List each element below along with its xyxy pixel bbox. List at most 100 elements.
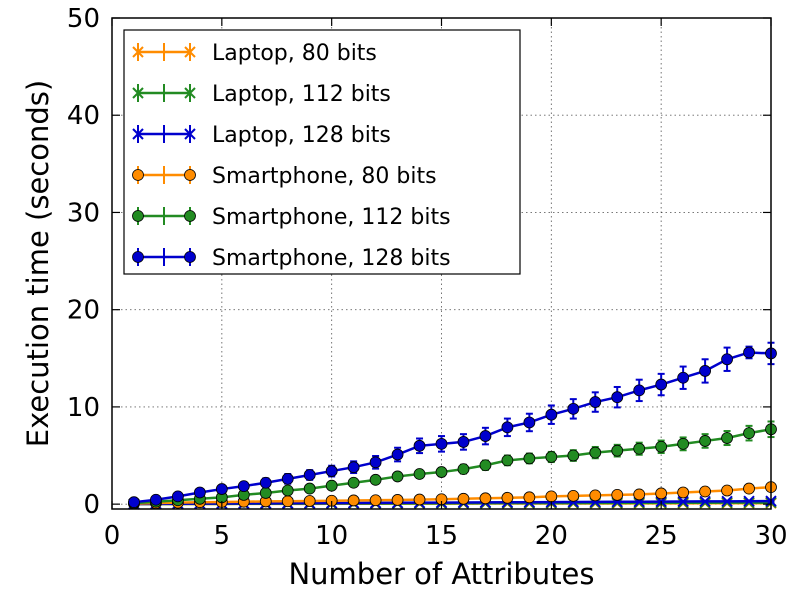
data-point bbox=[303, 469, 316, 481]
data-point bbox=[523, 491, 536, 504]
data-point bbox=[501, 491, 514, 504]
data-point bbox=[369, 494, 382, 507]
marker-stroke bbox=[184, 128, 196, 140]
legend-marker bbox=[184, 128, 196, 140]
data-point bbox=[369, 456, 382, 469]
legend-entry: Smartphone, 80 bits bbox=[132, 164, 437, 189]
data-point bbox=[215, 483, 228, 495]
series-smartphone-112-bits bbox=[128, 420, 777, 510]
data-point bbox=[677, 437, 690, 450]
data-point bbox=[743, 346, 755, 359]
legend-marker bbox=[132, 251, 144, 263]
data-point bbox=[655, 487, 668, 500]
data-point bbox=[281, 472, 294, 485]
data-point bbox=[501, 454, 514, 467]
data-point bbox=[545, 451, 558, 463]
x-tick-label: 10 bbox=[315, 521, 348, 551]
data-point bbox=[347, 476, 360, 489]
data-point bbox=[743, 495, 755, 507]
legend-entry: Laptop, 128 bits bbox=[132, 123, 391, 148]
marker-stroke bbox=[184, 46, 196, 58]
data-point bbox=[457, 436, 470, 448]
legend-entry: Laptop, 80 bits bbox=[132, 41, 377, 66]
series-line bbox=[133, 351, 772, 504]
data-point bbox=[633, 384, 646, 397]
data-point bbox=[677, 486, 690, 499]
y-tick-label: 40 bbox=[67, 101, 100, 131]
legend: Laptop, 80 bits Laptop, 112 bits Laptop, 1… bbox=[123, 29, 521, 275]
legend-label: Smartphone, 128 bits bbox=[212, 246, 451, 271]
data-point bbox=[545, 408, 558, 421]
data-point bbox=[699, 485, 711, 498]
data-point bbox=[325, 479, 338, 492]
data-point bbox=[567, 489, 580, 502]
data-point bbox=[721, 484, 733, 497]
legend-marker bbox=[184, 169, 196, 181]
legend-marker bbox=[184, 210, 196, 222]
legend-marker bbox=[132, 46, 144, 58]
legend-entry: Laptop, 112 bits bbox=[132, 82, 391, 107]
data-point bbox=[743, 482, 755, 495]
data-point bbox=[347, 494, 360, 507]
y-tick-label: 0 bbox=[83, 490, 100, 520]
data-point bbox=[347, 461, 360, 474]
data-point bbox=[633, 442, 646, 455]
data-point bbox=[589, 489, 602, 502]
y-tick-label: 30 bbox=[67, 198, 100, 228]
data-point bbox=[479, 492, 492, 505]
data-point bbox=[281, 484, 294, 497]
data-point bbox=[281, 495, 294, 508]
data-point bbox=[611, 444, 624, 457]
legend-entry: Smartphone, 112 bits bbox=[132, 205, 451, 230]
data-point bbox=[743, 427, 755, 440]
data-point bbox=[457, 492, 470, 505]
marker-stroke bbox=[699, 495, 711, 508]
data-point bbox=[589, 396, 602, 408]
data-point bbox=[237, 480, 250, 493]
data-point bbox=[391, 448, 404, 461]
series-layer bbox=[128, 341, 777, 510]
series-smartphone-128-bits bbox=[128, 341, 777, 509]
legend-marker bbox=[184, 251, 196, 263]
legend-label: Laptop, 80 bits bbox=[212, 41, 377, 66]
data-point bbox=[567, 402, 580, 415]
legend-label: Smartphone, 112 bits bbox=[212, 205, 451, 230]
x-tick-label: 20 bbox=[535, 521, 568, 551]
data-point bbox=[413, 439, 426, 452]
marker-stroke bbox=[677, 495, 689, 508]
legend-label: Laptop, 128 bits bbox=[212, 123, 391, 148]
data-point bbox=[699, 365, 711, 377]
data-point bbox=[479, 430, 492, 442]
data-point bbox=[589, 446, 602, 459]
data-point bbox=[457, 463, 470, 476]
marker-stroke bbox=[743, 495, 755, 507]
ticks: 0 5 10 15 20 25 30 0 10 20 30 40 50 bbox=[67, 4, 788, 551]
data-point bbox=[501, 421, 514, 434]
data-point bbox=[479, 459, 492, 472]
x-tick-label: 0 bbox=[104, 521, 121, 551]
x-axis-title: Number of Attributes bbox=[288, 557, 594, 591]
data-point bbox=[193, 486, 206, 499]
x-tick-label: 15 bbox=[425, 521, 458, 551]
legend-marker bbox=[184, 87, 196, 99]
data-point bbox=[391, 470, 404, 483]
data-point bbox=[611, 489, 624, 501]
data-point bbox=[523, 416, 536, 429]
data-point bbox=[655, 440, 668, 453]
y-tick-label: 20 bbox=[67, 296, 100, 326]
data-point bbox=[721, 353, 733, 366]
data-point bbox=[150, 493, 162, 506]
data-point bbox=[611, 391, 624, 404]
legend-box bbox=[123, 29, 521, 275]
data-point bbox=[721, 495, 733, 508]
legend-marker bbox=[184, 46, 196, 58]
legend-entry: Smartphone, 128 bits bbox=[132, 246, 451, 271]
legend-marker bbox=[132, 87, 144, 99]
legend-marker bbox=[132, 210, 144, 222]
marker-stroke bbox=[132, 87, 144, 99]
data-point bbox=[435, 437, 448, 450]
data-point bbox=[413, 468, 426, 480]
x-tick-label: 5 bbox=[214, 521, 231, 551]
data-point bbox=[259, 487, 272, 499]
